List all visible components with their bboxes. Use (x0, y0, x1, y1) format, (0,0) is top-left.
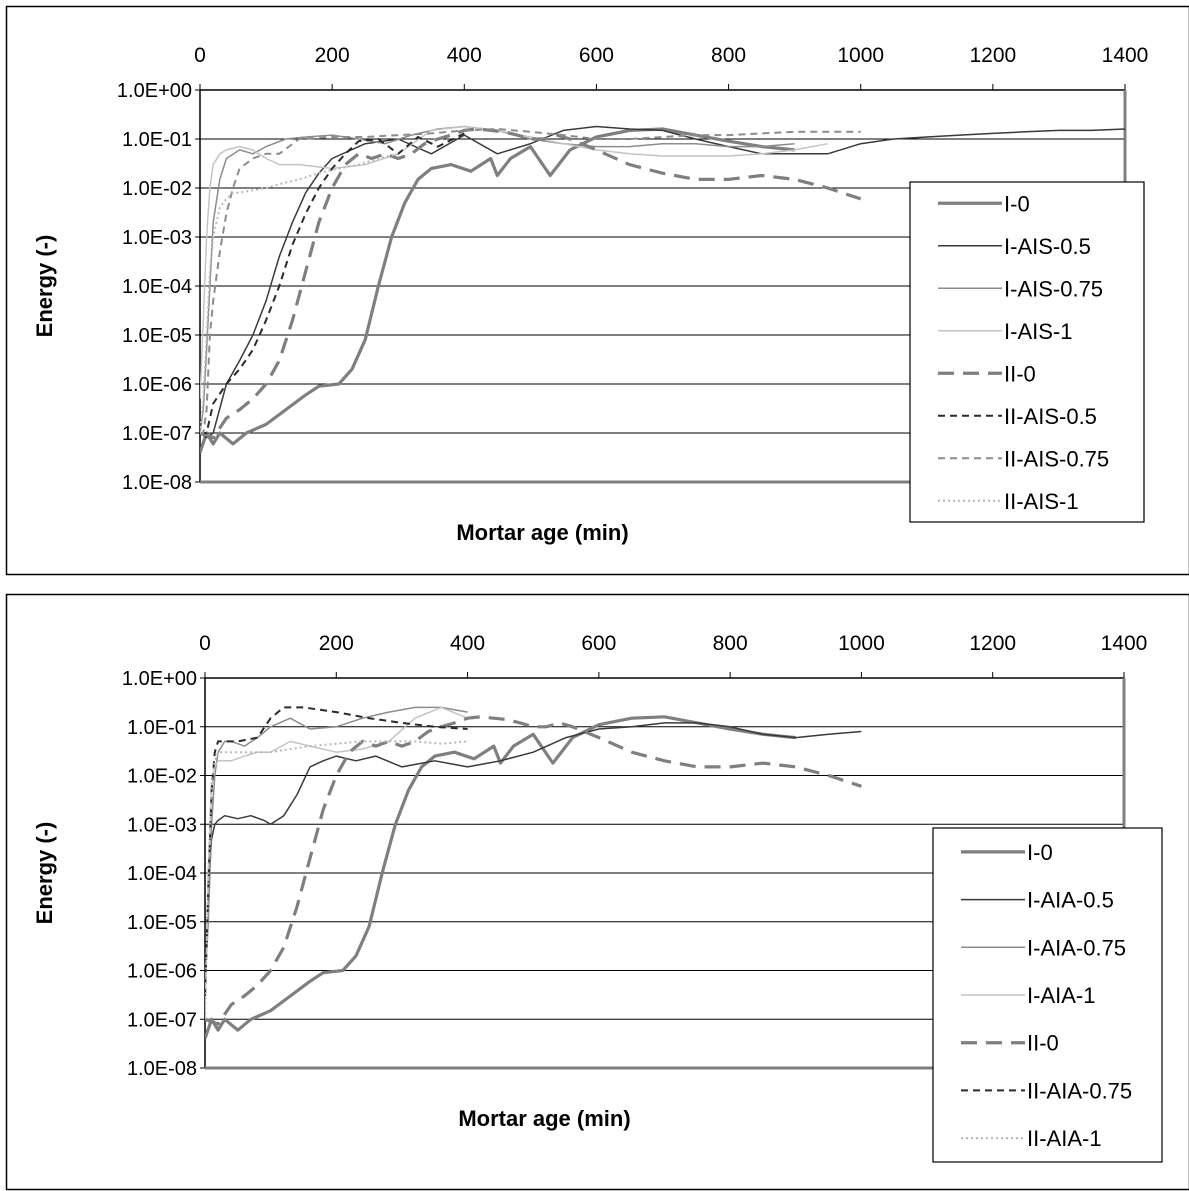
legend-label: I-AIA-1 (1027, 983, 1095, 1008)
series-line-ii-aia-1 (205, 740, 468, 1020)
series-line-ii-0 (205, 715, 862, 1026)
series-line-ii-ais-1 (200, 152, 399, 434)
y-tick-label: 1.0E-08 (122, 472, 192, 494)
y-tick-label: 1.0E-04 (122, 276, 192, 298)
chart-panel-bottom: 1.0E+00 1.0E-01 1.0E-02 1.0E-03 1.0E-04 1.0E-… (0, 592, 1189, 1191)
legend-label: I-0 (1027, 840, 1053, 865)
legend-label: I-0 (1004, 191, 1030, 216)
x-tick-label: 800 (711, 44, 746, 67)
y-tick-label: 1.0E-03 (122, 227, 192, 249)
x-tick-label: 1400 (1102, 44, 1149, 67)
x-tick-label: 200 (315, 44, 350, 67)
legend-box (909, 181, 1145, 523)
x-tick-label: 1200 (969, 632, 1016, 655)
series-line-i-aia-0-5 (205, 722, 862, 997)
x-tick-label: 600 (581, 632, 616, 655)
x-tick-label: 1400 (1101, 632, 1148, 655)
series-line-ii-0 (200, 127, 862, 440)
x-tick-label: 1000 (838, 632, 885, 655)
legend-label: I-AIA-0.5 (1027, 888, 1114, 913)
x-tick-label: 1000 (837, 44, 884, 67)
series-line-i-0 (205, 715, 796, 1040)
legend-label: I-AIA-0.75 (1027, 935, 1126, 960)
x-axis-title: Mortar age (min) (456, 520, 628, 545)
series-line-i-0 (200, 127, 795, 454)
y-tick-label: 1.0E-05 (127, 912, 197, 934)
x-tick-label: 200 (319, 632, 354, 655)
energy-chart-bottom: 1.0E+00 1.0E-01 1.0E-02 1.0E-03 1.0E-04 1.0E-… (5, 593, 1189, 1191)
series-line-i-ais-0-75 (200, 125, 795, 434)
x-axis-title: Mortar age (min) (458, 1106, 630, 1131)
x-tick-label: 600 (579, 44, 614, 67)
y-tick-label: 1.0E-01 (127, 717, 197, 739)
x-tick-label: 400 (447, 44, 482, 67)
chart-panel-top: 1.0E+00 1.0E-01 1.0E-02 1.0E-03 1.0E-04 1.0E-… (0, 0, 1189, 580)
legend-label: II-AIA-1 (1027, 1126, 1102, 1151)
legend-label: II-AIS-0.5 (1004, 404, 1097, 429)
y-tick-label: 1.0E-06 (127, 961, 197, 983)
legend-label: I-AIS-0.75 (1004, 276, 1103, 301)
series-group (205, 706, 862, 1040)
legend-label: I-AIS-1 (1004, 319, 1072, 344)
y-tick-label: 1.0E+00 (122, 668, 197, 690)
series-line-ii-ais-0-75 (200, 128, 861, 434)
y-tick-label: 1.0E-02 (127, 766, 197, 788)
y-axis-title: Energy (-) (32, 235, 57, 338)
x-tick-label: 0 (199, 632, 211, 655)
series-line-i-ais-1 (200, 125, 828, 399)
y-tick-label: 1.0E-01 (122, 129, 192, 151)
y-tick-label: 1.0E-06 (122, 374, 192, 396)
series-line-ii-aia-0-75 (205, 706, 468, 997)
x-tick-label: 400 (450, 632, 485, 655)
legend-label: II-AIS-0.75 (1004, 446, 1109, 471)
legend-label: II-AIS-1 (1004, 489, 1079, 514)
x-tick-label: 800 (713, 632, 748, 655)
y-tick-label: 1.0E-05 (122, 325, 192, 347)
y-tick-label: 1.0E-04 (127, 863, 197, 885)
y-tick-label: 1.0E-07 (127, 1009, 197, 1031)
y-tick-label: 1.0E-07 (122, 423, 192, 445)
y-tick-label: 1.0E-02 (122, 178, 192, 200)
y-tick-label: 1.0E+00 (117, 80, 192, 102)
y-tick-label: 1.0E-08 (127, 1058, 197, 1080)
legend-label: II-AIA-0.75 (1027, 1078, 1132, 1103)
energy-chart-top: 1.0E+00 1.0E-01 1.0E-02 1.0E-03 1.0E-04 1.0E-… (5, 5, 1189, 576)
y-tick-label: 1.0E-03 (127, 814, 197, 836)
legend-label: II-0 (1027, 1031, 1059, 1056)
legend-label: II-0 (1004, 361, 1036, 386)
y-axis-title: Energy (-) (32, 822, 57, 925)
series-group (200, 125, 1125, 454)
x-tick-label: 1200 (969, 44, 1016, 67)
legend-label: I-AIS-0.5 (1004, 234, 1091, 259)
series-line-i-aia-0-75 (205, 706, 468, 986)
x-tick-label: 0 (194, 44, 206, 67)
